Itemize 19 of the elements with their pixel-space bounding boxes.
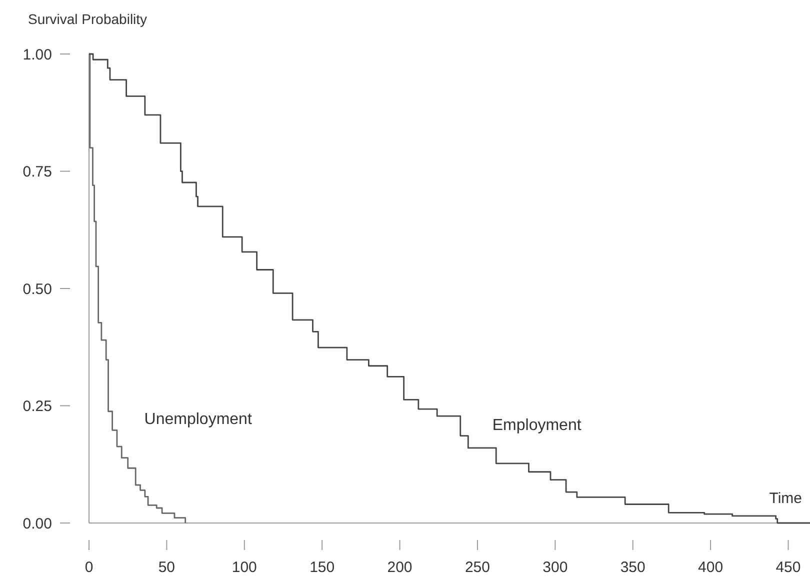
y-tick-label: 0.25 [22, 398, 52, 415]
y-tick-label: 0.00 [22, 515, 52, 532]
series-label: Unemployment [144, 411, 252, 428]
x-axis-title: Time [769, 490, 802, 507]
x-tick-label: 350 [620, 559, 646, 576]
x-tick-label: 150 [310, 559, 335, 576]
x-tick-label: 100 [232, 559, 257, 576]
x-tick-label: 450 [776, 559, 801, 576]
x-tick-label: 400 [698, 559, 724, 576]
series-label: Employment [492, 416, 582, 434]
x-tick-label: 200 [387, 559, 412, 576]
y-tick-label: 1.00 [22, 46, 52, 64]
x-tick-label: 50 [158, 559, 176, 576]
x-tick-label: 250 [464, 559, 490, 576]
x-tick-label: 0 [84, 559, 94, 576]
y-axis-title: Survival Probability [28, 11, 148, 27]
y-tick-label: 0.75 [22, 164, 52, 180]
x-tick-label: 300 [542, 559, 568, 576]
y-tick-label: 0.50 [22, 280, 52, 298]
